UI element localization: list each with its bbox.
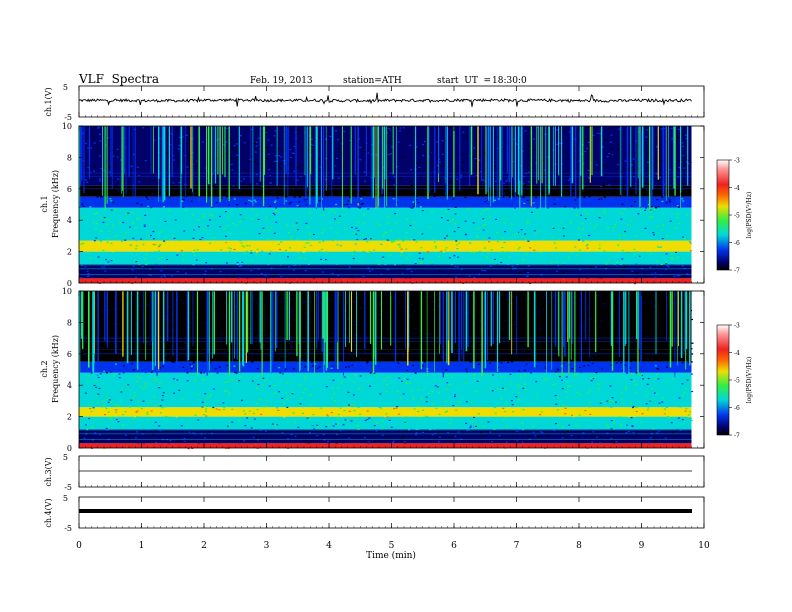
ch4-panel: 5 -5 ch.4(V) [44,494,705,533]
station-label: station=ATH [343,76,402,86]
colorbar-tick-label: -7 [734,433,740,440]
ch2-spec-ytick-label: 4 [67,381,72,390]
ch1-spec-ytick-label: 10 [62,122,72,131]
colorbar-tick-label: -5 [734,378,740,385]
colorbar-tick-label: -6 [734,240,740,247]
ch1-spec-ytick-label: 0 [67,279,72,288]
x-tick-label: 0 [76,541,82,551]
ch1-spec-ylabel-2: Frequency (kHz) [51,170,60,238]
start-ut-label: start UT = [437,76,492,86]
colorbar-tick-label: -4 [734,350,740,357]
ch1-ytick-top: 5 [63,83,68,92]
colorbar-tick-label: -4 [734,185,740,192]
ch2-spec-band-4 [79,372,692,408]
ch1-spec-band-2 [79,251,692,265]
colorbar-2-label: log(PSD(V²/Hz) [746,357,753,404]
x-tick-label: 6 [451,541,457,551]
ch3-ytick-top: 5 [63,453,68,462]
ch2-spec-band-2 [79,416,692,430]
ch3-ytick-bottom: -5 [64,483,72,492]
colorbar-tick-label: -5 [734,213,740,220]
chart-title: VLF Spectra [79,72,160,86]
date-label: Feb. 19, 2013 [250,76,313,86]
colorbar-tick-label: -3 [734,323,740,330]
ch1-spec-ytick-label: 6 [67,185,72,194]
ch1-trace [79,92,692,107]
ch1-spec-band-3 [79,240,692,252]
ch1-spec-panel: 0 2 4 6 8 10 ch.1 Frequency (kHz) [40,122,705,288]
ch4-trace [79,509,692,513]
ch2-spec-band-3 [79,407,692,417]
ch1-ylabel: ch.1(V) [44,87,53,116]
ch2-spec-ytick-label: 10 [62,287,72,296]
x-tick-label: 3 [264,541,270,551]
x-tick-label: 7 [514,541,520,551]
colorbar-1: -3 -4 -5 -6 -7 log(PSD(V²/Hz) [716,158,753,275]
time-ticks [78,86,705,528]
ch2-spec-ylabel-1: ch.2 [40,360,49,377]
ch1-ytick-bottom: -5 [64,113,72,122]
colorbar-2-scale [716,324,730,436]
ch3-ylabel: ch.3(V) [44,457,53,486]
ch1-panel: 5 -5 ch.1(V) [44,83,705,122]
ch2-spec-band-5 [79,361,692,373]
ch2-spec-ytick-label: 2 [67,413,72,422]
x-tick-label: 10 [698,541,710,551]
ch1-spec-ytick-label: 8 [67,153,72,162]
ch2-spec-ytick-label: 8 [67,318,72,327]
ch1-waveform-line [79,92,692,107]
ch1-spec-ylabel-1: ch.1 [40,195,49,212]
colorbar-tick-label: -7 [734,268,740,275]
ch4-ylabel: ch.4(V) [44,498,53,527]
ch1-spec-band-6 [79,185,692,197]
x-tick-label: 5 [389,541,395,551]
x-tick-label: 1 [139,541,145,551]
start-time-label: 18:30:0 [492,76,527,86]
x-tick-labels: 0 1 2 3 4 5 6 7 8 9 10 [76,541,710,551]
colorbar-tick-label: -3 [734,158,740,165]
x-axis-label: Time (min) [366,550,416,561]
colorbar-1-label: log(PSD(V²/Hz) [746,192,753,239]
ch2-spec-ylabel-2: Frequency (kHz) [51,335,60,403]
colorbar-1-scale [716,159,730,271]
x-tick-label: 8 [576,541,582,551]
colorbar-2: -3 -4 -5 -6 -7 log(PSD(V²/Hz) [716,323,753,440]
ch1-spec-ytick-label: 4 [67,216,72,225]
ch2-spec-ytick-label: 6 [67,350,72,359]
ch1-spec-band-1 [79,264,692,279]
ch4-ytick-top: 5 [63,494,68,503]
ch1-spec-ytick-label: 2 [67,248,72,257]
colorbar-tick-label: -6 [734,405,740,412]
x-tick-label: 2 [201,541,207,551]
ch2-spectrogram [78,291,704,450]
ch1-spectrogram [78,126,704,285]
ch2-spec-panel: 0 2 4 6 8 10 ch.2 Frequency (kHz) [40,287,705,453]
ch2-spec-ytick-label: 0 [67,444,72,453]
ch2-spec-band-1 [79,429,692,444]
ch1-spec-band-5 [79,196,692,208]
x-tick-label: 4 [326,541,332,551]
ch3-panel: 5 -5 ch.3(V) [44,453,705,492]
ch4-ytick-bottom: -5 [64,524,72,533]
x-tick-label: 9 [639,541,645,551]
